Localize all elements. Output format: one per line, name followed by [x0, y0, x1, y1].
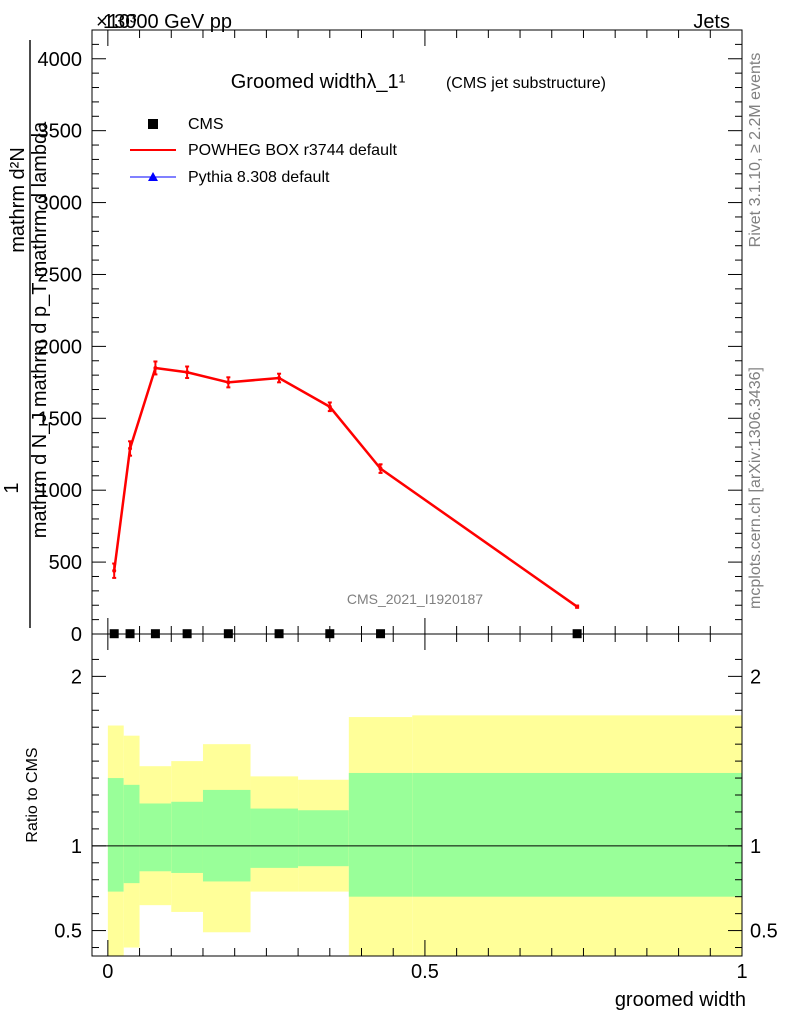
ratio-y-tick-label: 2	[71, 666, 82, 688]
powheg-point	[226, 380, 231, 385]
chart-title: Groomed widthλ_1¹	[231, 71, 406, 93]
ratio-y-tick-label-right: 2	[750, 666, 761, 688]
powheg-point	[112, 568, 117, 573]
main-y-ticks: 0 500 1000 1500 2000 2500 3000 3500 4000	[38, 29, 742, 646]
x-tick-label: 0.5	[411, 961, 439, 983]
ratio-bands-layer	[107, 715, 742, 956]
ratio-y-tick-label-right: 0.5	[750, 921, 778, 943]
powheg-point	[575, 604, 580, 609]
main-y-tick-label: 3000	[38, 193, 83, 215]
chart-subtitle: (CMS jet substructure)	[446, 75, 606, 92]
main-y-tick-label: 1500	[38, 408, 83, 430]
ratio-inner-band	[298, 810, 349, 867]
ratio-y-tick-label: 1	[71, 836, 82, 858]
legend: CMS POWHEG BOX r3744 default Pythia 8.30…	[130, 116, 398, 186]
ratio-y-tick-label-right: 1	[750, 836, 761, 858]
main-series-layer	[109, 360, 582, 639]
ratio-inner-band	[171, 801, 203, 873]
ratio-inner-band	[348, 772, 413, 897]
category-label: Jets	[693, 11, 730, 33]
legend-powheg-label: POWHEG BOX r3744 default	[188, 142, 398, 159]
main-x-ticks	[107, 30, 743, 634]
ratio-inner-band	[107, 778, 124, 892]
legend-cms-label: CMS	[188, 116, 224, 133]
legend-pythia-marker	[148, 172, 158, 181]
ratio-inner-band	[123, 784, 140, 884]
main-y-tick-label: 2000	[38, 336, 83, 358]
powheg-series-line	[112, 366, 578, 608]
ratio-x-ticks: 0 0.5 1	[102, 634, 748, 983]
ratio-inner-band	[412, 772, 742, 897]
energy-label: 13000 GeV pp	[103, 11, 232, 33]
legend-pythia-label: Pythia 8.308 default	[188, 169, 330, 186]
powheg-point	[327, 404, 332, 409]
y-label-one: 1	[1, 482, 23, 493]
main-y-tick-label: 4000	[38, 49, 83, 71]
main-y-tick-label: 500	[49, 552, 82, 574]
main-y-axis-label: 1 mathrm d²N mathrm d N_J mathrm d p_T m…	[1, 40, 51, 628]
rivet-label: Rivet 3.1.10, ≥ 2.2M events	[747, 53, 764, 248]
y-label-denominator: mathrm d N_J mathrm d p_T mathrm d lambd…	[29, 121, 51, 538]
powheg-point	[153, 365, 158, 370]
powheg-point	[277, 376, 282, 381]
ratio-inner-band	[139, 803, 172, 872]
main-y-tick-label: 1000	[38, 480, 83, 502]
ratio-y-label: Ratio to CMS	[24, 747, 41, 842]
main-y-tick-label: 3500	[38, 121, 83, 143]
ratio-inner-band	[250, 808, 299, 868]
main-y-tick-label: 2500	[38, 264, 83, 286]
ratio-y-tick-label: 0.5	[54, 921, 82, 943]
powheg-point	[378, 466, 383, 471]
y-label-numerator: mathrm d²N	[7, 147, 29, 253]
x-tick-label: 1	[736, 961, 747, 983]
ratio-y-ticks: 0.5 0.5 1 1 2 2	[54, 658, 778, 949]
exponent-marker: ×10³	[96, 11, 137, 33]
mcplots-label: mcplots.cern.ch [arXiv:1306.3436]	[747, 367, 764, 609]
ratio-inner-band	[202, 789, 251, 882]
x-tick-label: 0	[102, 961, 113, 983]
analysis-watermark: CMS_2021_I1920187	[347, 591, 483, 607]
powheg-point	[128, 446, 133, 451]
x-axis-label: groomed width	[615, 989, 746, 1011]
main-y-tick-label: 0	[71, 624, 82, 646]
powheg-point	[185, 370, 190, 375]
legend-cms-marker	[148, 119, 158, 129]
